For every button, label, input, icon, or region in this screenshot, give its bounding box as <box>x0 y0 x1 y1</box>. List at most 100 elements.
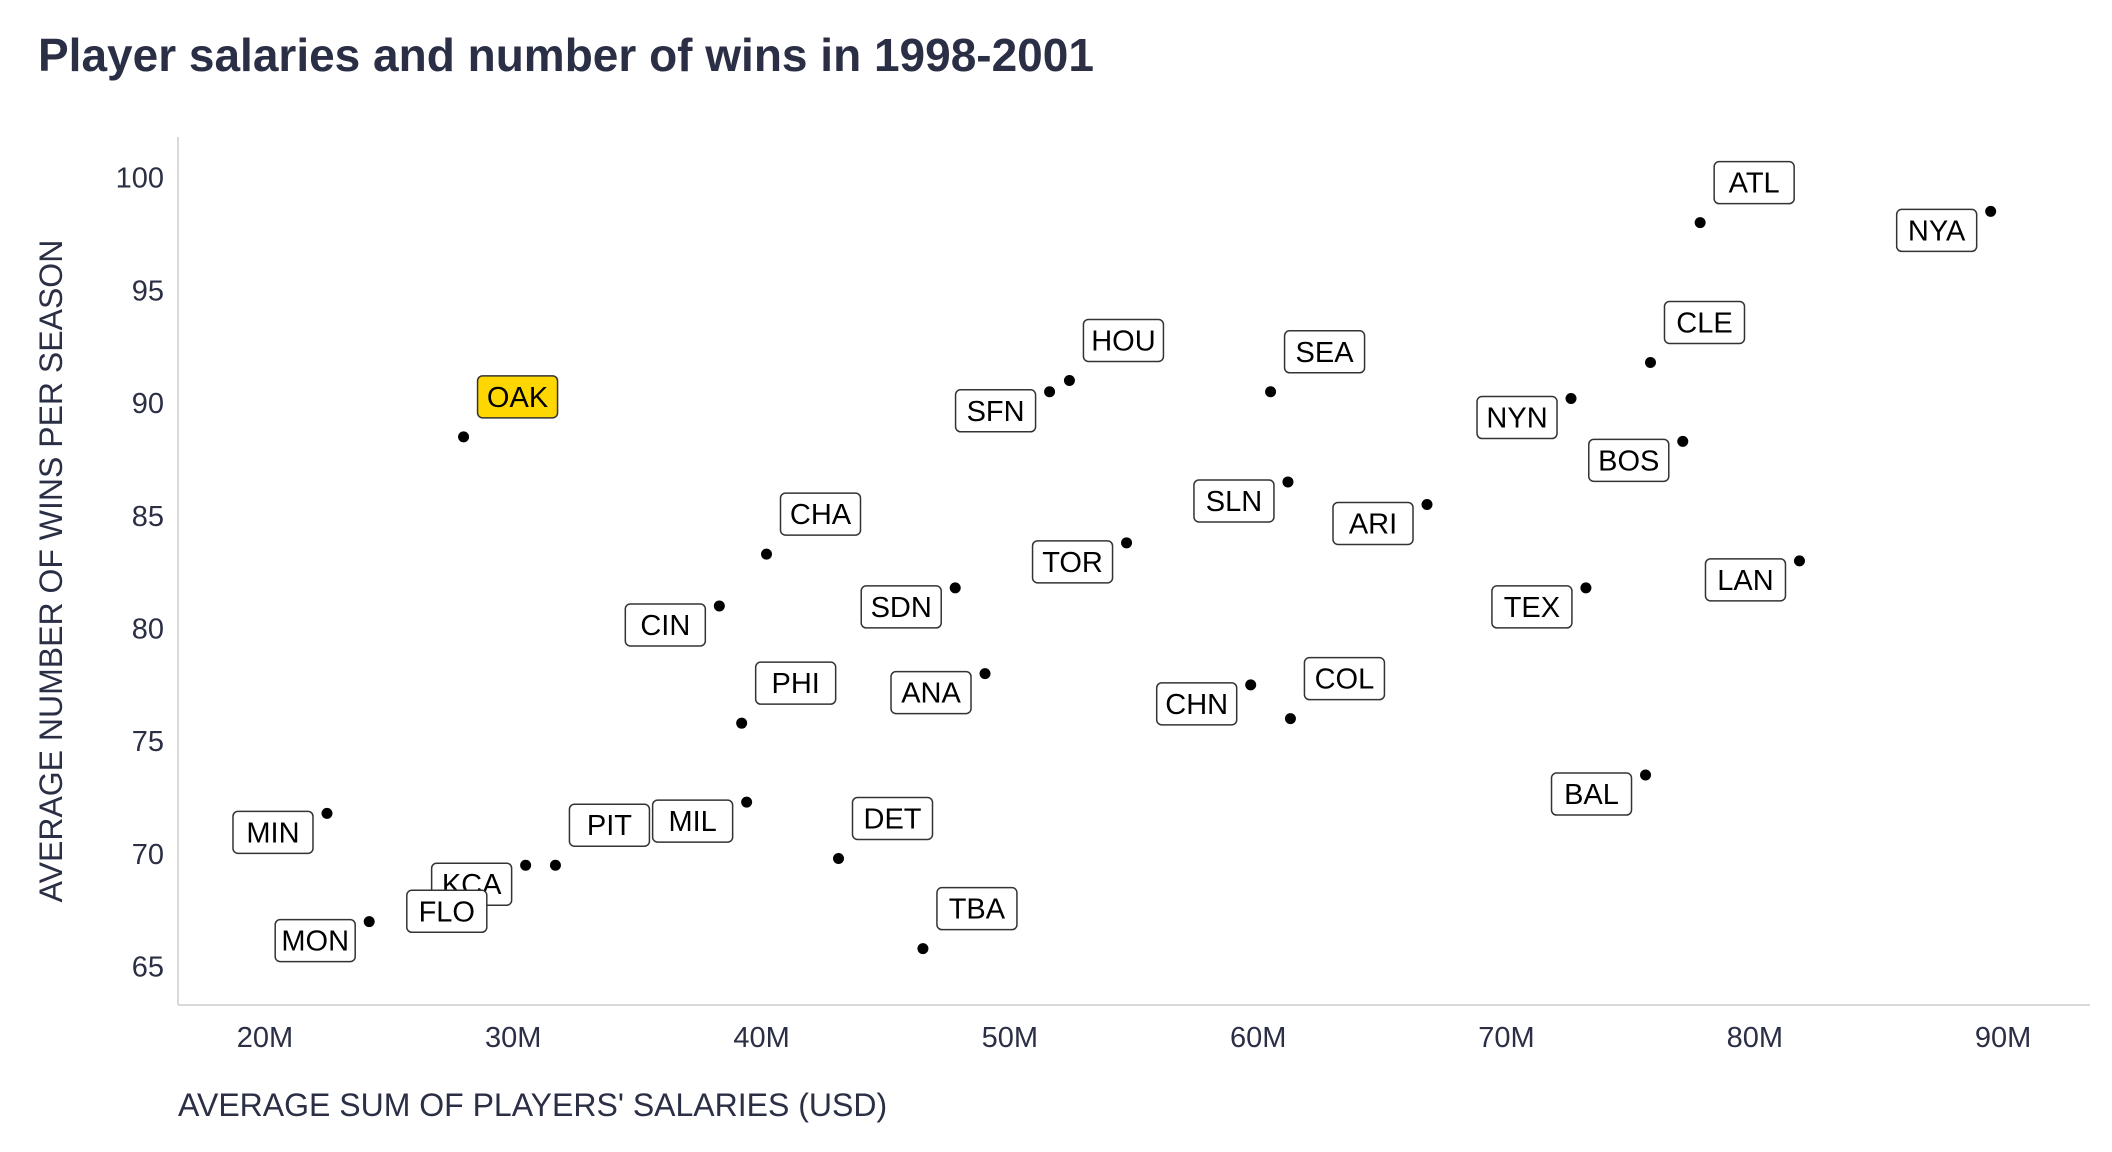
team-label-box <box>274 918 356 963</box>
team-label-text: SFN <box>967 396 1025 428</box>
data-point <box>1985 205 1997 217</box>
team-label: FLO <box>406 889 488 934</box>
team-label-box <box>624 603 707 647</box>
data-point <box>1694 217 1706 229</box>
team-label: MON <box>274 918 356 963</box>
data-point <box>1677 435 1689 447</box>
team-label-text: TOR <box>1042 547 1103 579</box>
data-point <box>1265 386 1277 398</box>
team-label-box <box>890 670 972 715</box>
team-label-box <box>651 799 734 843</box>
team-label: MIL <box>651 799 734 843</box>
x-tick-labels: 20M 30M 40M 50M 60M 70M 80M 90M <box>237 1022 2032 1054</box>
team-label: CLE <box>1663 300 1746 345</box>
data-point <box>1063 374 1075 386</box>
y-tick-label: 95 <box>132 275 164 307</box>
team-label-text: TBA <box>949 894 1006 926</box>
team-label: CHA <box>779 492 862 536</box>
team-label: PHI <box>754 661 837 705</box>
y-tick-label: 100 <box>116 163 164 195</box>
y-tick-label: 85 <box>132 501 164 533</box>
y-tick-label: 70 <box>132 839 164 871</box>
team-label-text: SEA <box>1296 337 1355 369</box>
team-labels: ATL NYA CLE HOU SFN SEA NYN OAK BOS SLN ARI TOR CHA L… <box>232 160 1978 963</box>
x-tick-label: 50M <box>982 1022 1038 1054</box>
team-label-text: PIT <box>587 810 632 842</box>
data-point <box>1044 386 1056 398</box>
x-axis-title: AVERAGE SUM OF PLAYERS' SALARIES (USD) <box>178 1087 887 1123</box>
team-label-text: FLO <box>419 896 475 928</box>
team-label-box <box>1283 330 1366 374</box>
team-label-box <box>1663 300 1746 345</box>
team-label-box <box>1303 656 1386 701</box>
team-label: SLN <box>1193 479 1275 523</box>
team-label-box <box>232 810 314 855</box>
x-tick-label: 30M <box>485 1022 541 1054</box>
team-label: COL <box>1303 656 1386 701</box>
team-label-text: BAL <box>1564 779 1619 811</box>
team-label: NYN <box>1476 395 1558 440</box>
team-label-text: COL <box>1315 664 1375 696</box>
data-point <box>1121 537 1133 549</box>
team-label-box <box>1713 160 1795 205</box>
team-label-text: BOS <box>1598 445 1659 477</box>
team-label: TEX <box>1491 585 1573 629</box>
team-label: CIN <box>624 603 707 647</box>
team-label-box <box>476 375 559 419</box>
team-label-box <box>1588 438 1670 483</box>
team-label-text: CIN <box>640 610 690 642</box>
team-label-text: OAK <box>487 382 549 414</box>
team-label-box <box>1031 540 1114 584</box>
data-point <box>1421 498 1433 510</box>
y-tick-label: 90 <box>132 388 164 420</box>
chart-title: Player salaries and number of wins in 19… <box>38 29 1094 81</box>
team-label-box <box>1332 501 1414 546</box>
data-point <box>1282 476 1294 488</box>
team-label-text: CHN <box>1165 689 1228 721</box>
team-label-text: MIL <box>668 806 716 838</box>
y-tick-labels: 65 70 75 80 85 90 95 100 <box>116 163 164 984</box>
team-label: DET <box>851 796 934 841</box>
axes <box>177 137 2090 1006</box>
data-point <box>549 859 561 871</box>
team-label-text: ANA <box>901 678 961 710</box>
team-label-text: ATL <box>1729 168 1780 200</box>
data-point <box>1644 356 1656 368</box>
data-point <box>741 796 753 808</box>
team-label-box <box>568 803 651 847</box>
team-label-box <box>1550 772 1633 816</box>
team-label-box <box>936 886 1018 931</box>
team-label-text: LAN <box>1717 565 1773 597</box>
team-label: ATL <box>1713 160 1795 205</box>
team-label: SFN <box>954 389 1037 433</box>
y-axis-title: AVERAGE NUMBER OF WINS PER SEASON <box>33 240 69 903</box>
team-label: SDN <box>860 585 942 629</box>
team-label: SEA <box>1283 330 1366 374</box>
team-label-text: SDN <box>871 592 932 624</box>
team-label: TBA <box>936 886 1018 931</box>
y-tick-label: 80 <box>132 613 164 645</box>
team-label-box <box>860 585 942 629</box>
team-label: HOU <box>1082 318 1165 363</box>
data-point <box>1793 555 1805 567</box>
y-tick-label: 65 <box>132 952 164 984</box>
team-label-text: MON <box>281 926 349 958</box>
data-point <box>321 807 333 819</box>
data-point <box>1284 713 1296 725</box>
x-tick-label: 80M <box>1727 1022 1783 1054</box>
x-tick-label: 60M <box>1230 1022 1286 1054</box>
team-label-box <box>1082 318 1165 363</box>
team-label-text: HOU <box>1091 325 1155 357</box>
data-point <box>979 668 991 680</box>
team-label-box <box>754 661 837 705</box>
data-point <box>363 916 375 928</box>
team-label: BOS <box>1588 438 1670 483</box>
x-tick-label: 70M <box>1478 1022 1534 1054</box>
data-point <box>520 859 532 871</box>
team-label: TOR <box>1031 540 1114 584</box>
data-point <box>833 852 845 864</box>
data-point <box>1640 769 1652 781</box>
team-label: LAN <box>1704 558 1787 602</box>
team-label-box <box>1895 208 1978 253</box>
team-label: ANA <box>890 670 972 715</box>
